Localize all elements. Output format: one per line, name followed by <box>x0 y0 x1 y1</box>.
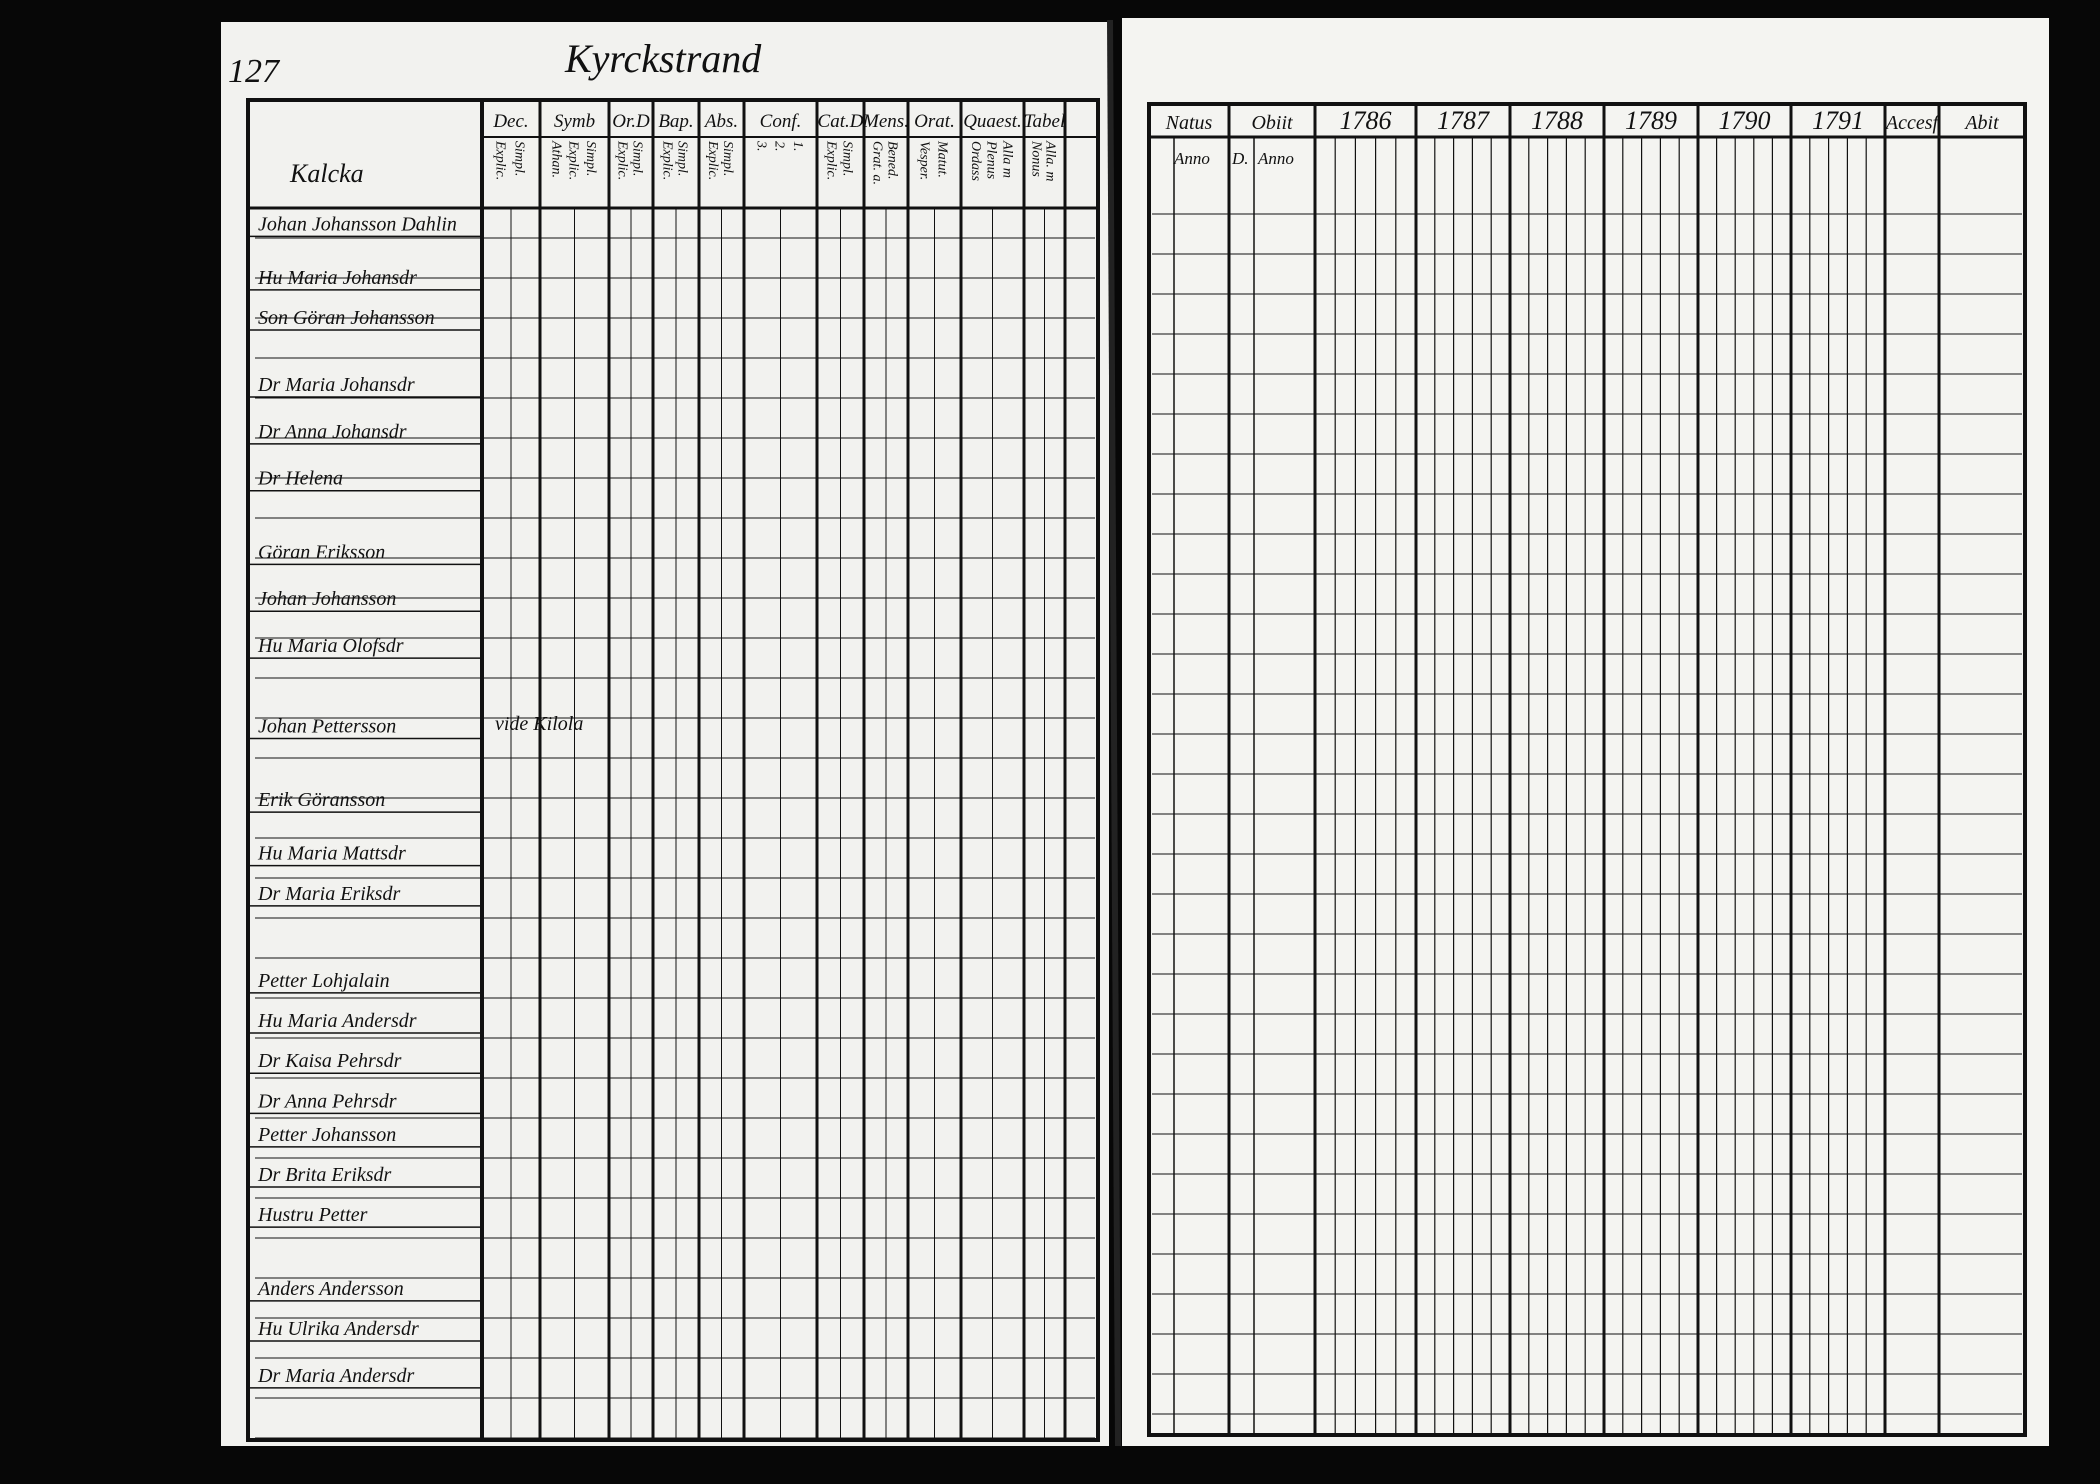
column-subheader: Ordass <box>968 141 983 181</box>
person-name: Son Göran Johansson <box>258 307 435 329</box>
column-subheader: Explic. <box>566 140 581 180</box>
column-subheader: Simpl. <box>720 141 735 176</box>
person-name: Hu Ulrika Andersdr <box>257 1318 419 1340</box>
column-subheader: Explic. <box>615 140 630 180</box>
person-name: Dr Maria Andersdr <box>257 1365 415 1387</box>
column-subheader: Explic. <box>492 140 507 180</box>
sub-header: Anno <box>1257 149 1294 168</box>
column-header: Natus <box>1165 112 1213 134</box>
column-header: Abit <box>1963 112 1999 134</box>
column-header: Obiit <box>1251 112 1293 134</box>
person-name: Johan Pettersson <box>258 715 396 737</box>
person-name: Erik Göransson <box>257 789 385 811</box>
column-header: 1790 <box>1719 106 1771 135</box>
sub-header: Anno <box>1173 149 1210 168</box>
column-header: Conf. <box>760 111 802 132</box>
person-name: Dr Helena <box>257 468 343 490</box>
sub-header: D. <box>1231 149 1249 168</box>
person-name: Johan Johansson Dahlin <box>258 213 457 235</box>
page-title: Kyrckstrand <box>564 36 762 81</box>
column-subheader: 2. <box>772 141 787 152</box>
person-name: Hu Maria Mattsdr <box>257 843 406 865</box>
person-name: Göran Eriksson <box>258 541 385 563</box>
column-header: Tabel <box>1024 111 1066 132</box>
column-header: Abs. <box>703 111 738 132</box>
person-name: Dr Brita Eriksdr <box>257 1164 392 1186</box>
right-table-frame <box>1147 102 2027 1437</box>
person-name: Petter Lohjalain <box>257 970 390 992</box>
person-name: Hu Maria Andersdr <box>257 1010 417 1032</box>
column-subheader: Explic. <box>659 140 674 180</box>
column-header: 1788 <box>1531 106 1583 135</box>
left-table-frame <box>246 98 1100 1442</box>
column-header: 1786 <box>1340 106 1392 135</box>
person-name: Hu Maria Olofsdr <box>257 635 404 657</box>
column-header: Dec. <box>492 111 528 132</box>
column-header: Cat.D <box>818 111 864 132</box>
column-subheader: Alla. m <box>1042 140 1057 181</box>
person-name: Dr Maria Johansdr <box>257 374 415 396</box>
column-subheader: Simpl. <box>675 141 690 176</box>
column-subheader: Vesper. <box>917 141 932 180</box>
column-subheader: Bened. <box>884 141 899 179</box>
column-header: Symb <box>554 111 595 132</box>
column-subheader: Simpl. <box>512 141 527 176</box>
column-header: Mens. <box>862 111 909 132</box>
column-header: Or.D <box>612 111 650 132</box>
column-subheader: Matut. <box>934 140 949 178</box>
column-subheader: Alla m <box>999 140 1014 178</box>
column-subheader: Nonus <box>1029 140 1044 177</box>
column-subheader: Simpl. <box>839 141 854 176</box>
column-subheader: Explic. <box>824 140 839 180</box>
column-header: Quaest. <box>963 111 1022 132</box>
person-name: Hustru Petter <box>257 1204 368 1226</box>
column-header: Orat. <box>914 111 955 132</box>
column-header: 1787 <box>1437 106 1490 135</box>
gutter <box>1107 19 1121 1447</box>
person-name: Dr Anna Johansdr <box>257 421 407 443</box>
page-number: 127 <box>228 53 281 90</box>
column-subheader: Plenus <box>984 140 999 180</box>
column-subheader: 1. <box>790 141 805 152</box>
person-name: Dr Kaisa Pehrsdr <box>257 1050 402 1072</box>
column-subheader: Grat. a. <box>870 141 885 185</box>
village-name: Kalcka <box>289 159 364 188</box>
column-header: 1791 <box>1812 106 1864 135</box>
column-header: Accesf <box>1884 112 1941 134</box>
person-name: Petter Johansson <box>257 1124 396 1146</box>
column-subheader: Simpl. <box>629 141 644 176</box>
column-subheader: Athan. <box>548 140 563 178</box>
column-subheader: Explic. <box>705 140 720 180</box>
column-subheader: 3. <box>753 140 768 152</box>
column-subheader: Simpl. <box>583 141 598 176</box>
column-header: Bap. <box>658 111 693 132</box>
person-name: Dr Maria Eriksdr <box>257 883 400 905</box>
person-name: Johan Johansson <box>258 588 396 610</box>
person-name: Anders Andersson <box>256 1278 404 1300</box>
person-name: Hu Maria Johansdr <box>257 267 417 289</box>
column-header: 1789 <box>1625 106 1677 135</box>
person-name: Dr Anna Pehrsdr <box>257 1090 397 1112</box>
